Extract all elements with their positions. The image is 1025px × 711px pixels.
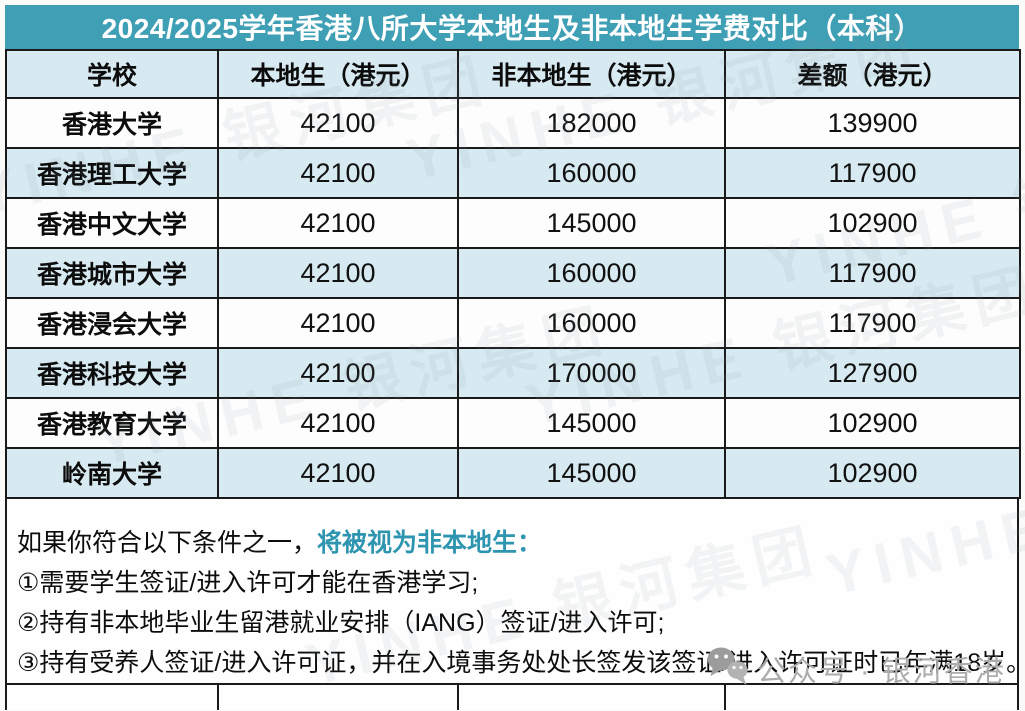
note-item-2: ②持有非本地毕业生留港就业安排（IANG）签证/进入许可; [17,609,665,637]
page-title: 2024/2025学年香港八所大学本地生及非本地生学费对比（本科） [101,13,923,44]
table-row: 香港城市大学 42100 160000 117900 [5,247,1021,299]
cell-local-fee: 42100 [217,347,459,399]
cell-nonlocal-fee: 145000 [457,447,726,499]
table-row: 岭南大学 42100 145000 102900 [5,447,1021,499]
header-school: 学校 [5,49,219,99]
table-row: 香港教育大学 42100 145000 102900 [5,397,1021,449]
table-row: 香港理工大学 42100 160000 117900 [5,147,1021,199]
cell-difference: 102900 [724,447,1021,499]
cell-difference: 117900 [724,247,1021,299]
note-box: 如果你符合以下条件之一，将被视为非本地生： ①需要学生签证/进入许可才能在香港学… [5,499,1025,685]
column-divider [5,685,7,710]
column-divider [457,685,459,710]
cell-local-fee: 42100 [217,197,459,249]
cell-difference: 139900 [724,97,1021,149]
title-bar: 2024/2025学年香港八所大学本地生及非本地生学费对比（本科） [5,5,1019,49]
cell-school: 香港浸会大学 [5,297,219,349]
cell-nonlocal-fee: 160000 [457,147,726,199]
table-header-row: 学校 本地生（港元） 非本地生（港元） 差额（港元） [5,49,1021,99]
table-row: 香港科技大学 42100 170000 127900 [5,347,1021,399]
cell-school: 香港中文大学 [5,197,219,249]
brand-label: 公众号 · 银河香港 [757,655,1006,688]
brand-footer: 公众号 · 银河香港 [706,646,1006,691]
cell-nonlocal-fee: 145000 [457,197,726,249]
table-row: 香港中文大学 42100 145000 102900 [5,197,1021,249]
cell-nonlocal-fee: 160000 [457,247,726,299]
cell-nonlocal-fee: 182000 [457,97,726,149]
cell-local-fee: 42100 [217,247,459,299]
column-divider [1017,685,1019,710]
cell-difference: 117900 [724,147,1021,199]
cell-difference: 102900 [724,197,1021,249]
cell-school: 香港科技大学 [5,347,219,399]
note-item-1: ①需要学生签证/进入许可才能在香港学习; [17,569,479,597]
cell-difference: 117900 [724,297,1021,349]
note-intro: 如果你符合以下条件之一，将被视为非本地生： [17,523,1007,563]
header-local-fee: 本地生（港元） [217,49,459,99]
cell-difference: 127900 [724,347,1021,399]
cell-difference: 102900 [724,397,1021,449]
cell-local-fee: 42100 [217,297,459,349]
table-continuation-strip [5,685,1019,710]
cell-nonlocal-fee: 145000 [457,397,726,449]
cell-local-fee: 42100 [217,397,459,449]
header-difference: 差额（港元） [724,49,1021,99]
cell-local-fee: 42100 [217,447,459,499]
cell-nonlocal-fee: 160000 [457,297,726,349]
cell-local-fee: 42100 [217,147,459,199]
cell-school: 岭南大学 [5,447,219,499]
note-intro-highlight: 将被视为非本地生： [317,529,543,557]
note-item-3: ③持有受养人签证/进入许可证，并在入境事务处处长签发该签证/进入许可证时已年满1… [17,649,1025,677]
cell-school: 香港城市大学 [5,247,219,299]
column-divider [724,685,726,710]
cell-school: 香港教育大学 [5,397,219,449]
table-row: 香港浸会大学 42100 160000 117900 [5,297,1021,349]
note-intro-plain: 如果你符合以下条件之一， [17,529,318,557]
tuition-table: 学校 本地生（港元） 非本地生（港元） 差额（港元） 香港大学 42100 18… [5,49,1021,499]
table-row: 香港大学 42100 182000 139900 [5,97,1021,149]
header-nonlocal-fee: 非本地生（港元） [457,49,726,99]
column-divider [217,685,219,710]
wechat-icon [706,646,750,691]
cell-school: 香港大学 [5,97,219,149]
cell-local-fee: 42100 [217,97,459,149]
cell-nonlocal-fee: 170000 [457,347,726,399]
infographic-canvas: 2024/2025学年香港八所大学本地生及非本地生学费对比（本科） 学校 本地生… [5,5,1025,710]
cell-school: 香港理工大学 [5,147,219,199]
